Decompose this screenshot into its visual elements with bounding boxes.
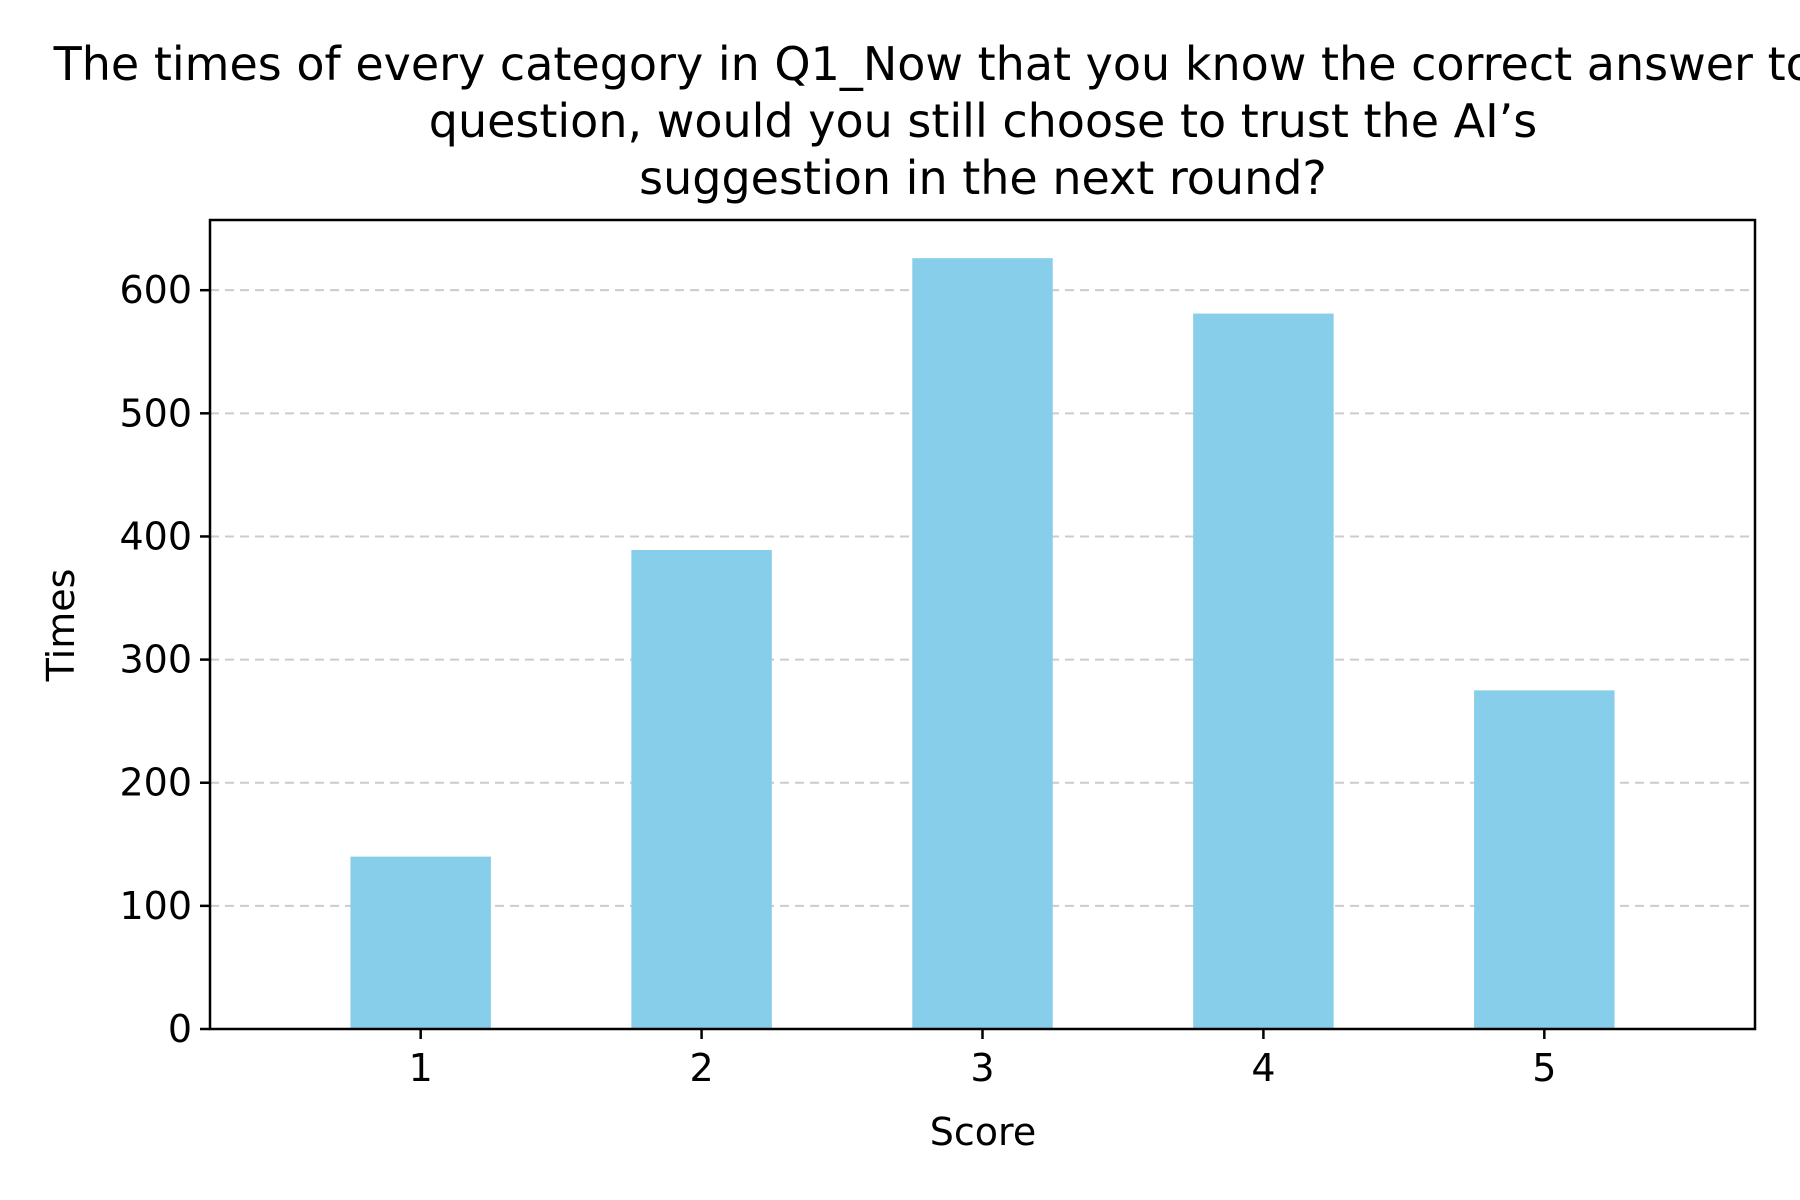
x-tick-label: 1 — [409, 1046, 433, 1090]
y-tick-label: 0 — [168, 1007, 192, 1051]
x-tick-label: 2 — [689, 1046, 713, 1090]
bar-score-4 — [1193, 313, 1334, 1029]
y-tick-label: 200 — [119, 761, 192, 805]
y-tick-label: 400 — [119, 514, 192, 558]
x-tick-label: 3 — [970, 1046, 994, 1090]
x-axis-ticks: 1 2 3 4 5 — [409, 1029, 1556, 1090]
x-tick-label: 4 — [1251, 1046, 1275, 1090]
chart-title-line-3: suggestion in the next round? — [639, 151, 1327, 205]
bars — [350, 258, 1615, 1029]
bar-score-2 — [631, 550, 772, 1029]
x-tick-label: 5 — [1532, 1046, 1556, 1090]
y-tick-label: 100 — [119, 884, 192, 928]
x-axis-label: Score — [930, 1110, 1036, 1154]
bar-score-5 — [1474, 690, 1615, 1029]
chart-title: The times of every category in Q1_Now th… — [53, 37, 1800, 205]
y-tick-label: 300 — [119, 638, 192, 682]
y-axis-label: Times — [39, 569, 83, 683]
chart-title-line-2: question, would you still choose to trus… — [429, 94, 1538, 148]
bar-score-3 — [912, 258, 1053, 1029]
y-tick-label: 500 — [119, 391, 192, 435]
y-tick-label: 600 — [119, 268, 192, 312]
bar-score-1 — [350, 856, 491, 1029]
y-axis-ticks: 0 100 200 300 400 500 600 — [119, 268, 210, 1051]
chart-title-line-1: The times of every category in Q1_Now th… — [53, 37, 1800, 91]
